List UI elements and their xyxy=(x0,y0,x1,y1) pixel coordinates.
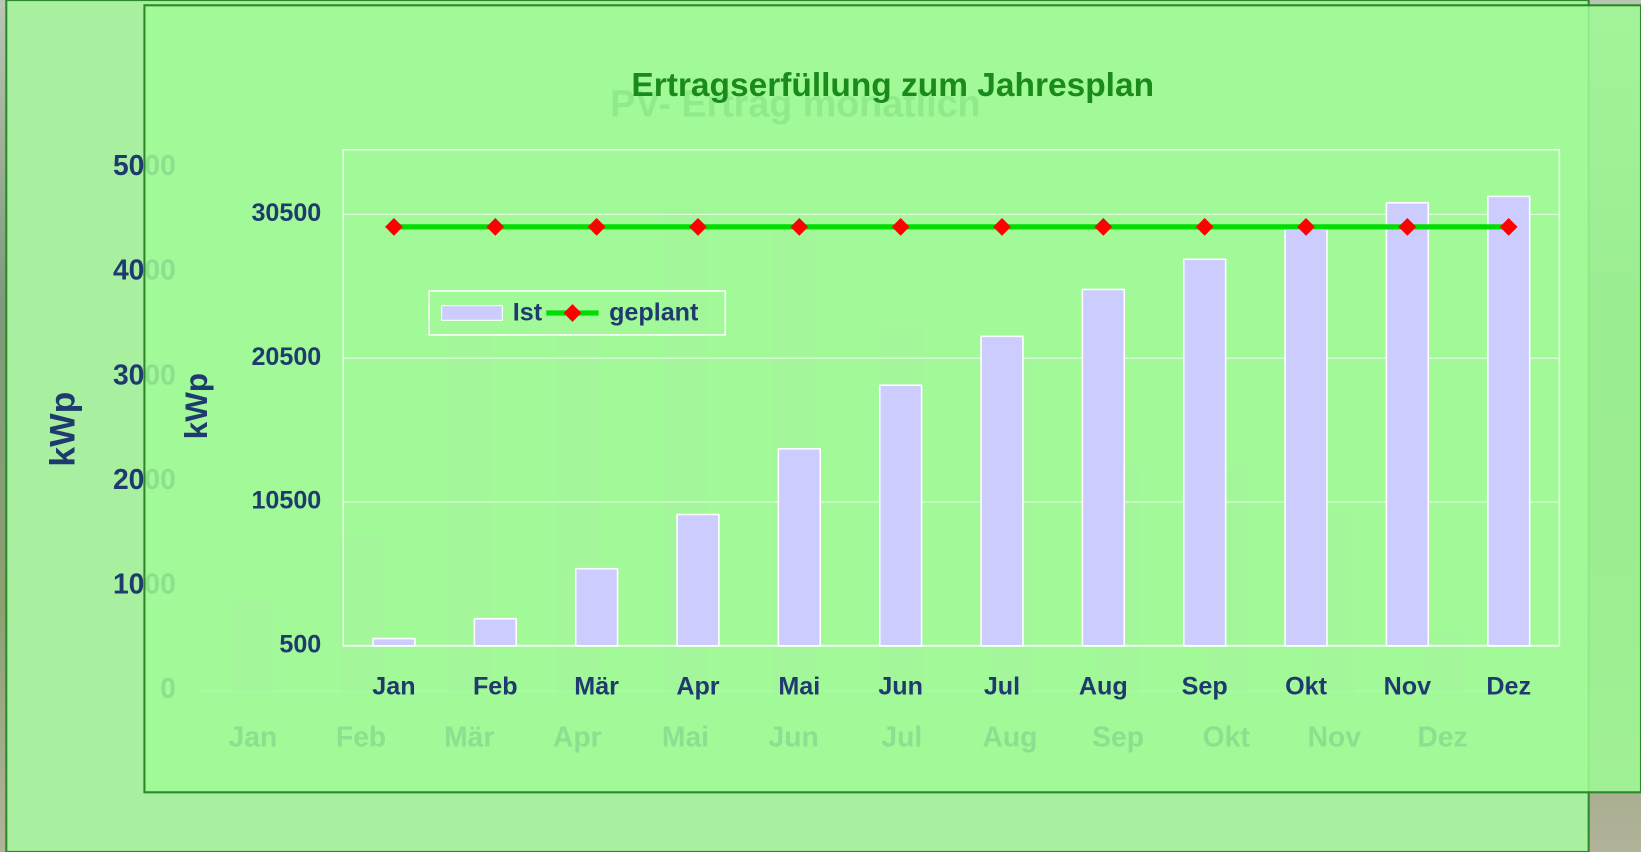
x-tick-label: Jun xyxy=(878,672,923,700)
x-tick-label: Feb xyxy=(473,672,518,700)
bar xyxy=(373,639,415,646)
x-tick-label: Dez xyxy=(1486,672,1531,700)
bar xyxy=(1386,203,1428,646)
x-tick-label: Mär xyxy=(574,672,619,700)
y-axis-label: kWp xyxy=(179,373,214,439)
y-tick-label: 10500 xyxy=(251,487,321,515)
x-tick-label: Okt xyxy=(1285,672,1327,700)
bar xyxy=(1184,259,1226,646)
bar xyxy=(981,336,1023,645)
chart: 010002000300040005000JanFebMärAprMaiJunJ… xyxy=(0,0,1641,852)
bar xyxy=(474,619,516,646)
y-axis-label: kWp xyxy=(42,392,82,467)
bar xyxy=(1082,289,1124,645)
x-tick-label: Nov xyxy=(1384,672,1431,700)
x-tick-label: Apr xyxy=(676,672,719,700)
legend-label: geplant xyxy=(609,299,699,327)
x-tick-label: Aug xyxy=(1079,672,1128,700)
y-tick-label: 30500 xyxy=(251,199,321,227)
bar xyxy=(677,514,719,645)
x-tick-label: Jan xyxy=(372,672,415,700)
bar xyxy=(1285,229,1327,646)
bar xyxy=(778,449,820,646)
bar xyxy=(880,385,922,646)
legend-swatch xyxy=(442,306,503,321)
y-tick-label: 20500 xyxy=(251,343,321,371)
bar xyxy=(1488,196,1530,645)
page: {"chart_data": [ {"type": "bar", "title"… xyxy=(0,0,1641,852)
x-tick-label: Jul xyxy=(984,672,1020,700)
x-tick-label: Sep xyxy=(1182,672,1228,700)
x-tick-label: Mai xyxy=(778,672,820,700)
chart-title: Ertragserfüllung zum Jahresplan xyxy=(631,67,1154,104)
bar xyxy=(576,569,618,646)
legend-label: Ist xyxy=(513,299,543,327)
y-tick-label: 500 xyxy=(279,630,321,658)
